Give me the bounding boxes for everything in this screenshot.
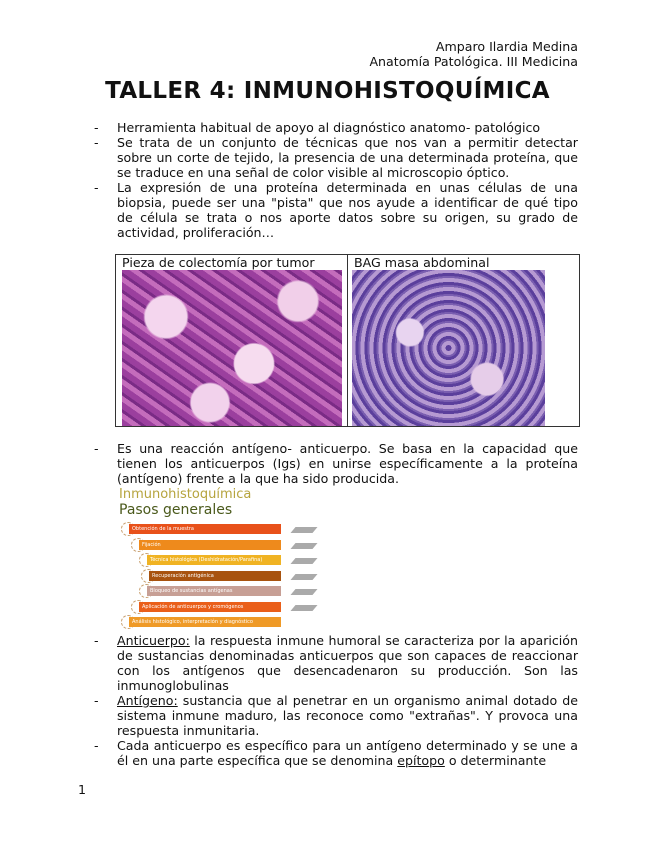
step-bar: Técnica histológica (Deshidratación/Para… — [147, 555, 281, 565]
slide-illustration — [290, 604, 318, 611]
step-bar: Recuperación antigénica — [149, 570, 281, 581]
table-cell-right: BAG masa abdominal — [348, 255, 579, 426]
term-epitope: epítopo — [397, 753, 445, 768]
reaction-list: Es una reacción antígeno- anticuerpo. Se… — [90, 441, 578, 486]
image-table: Pieza de colectomía por tumor BAG masa a… — [115, 254, 580, 427]
slide-illustration — [290, 589, 318, 595]
epitope-text: Cada anticuerpo es específico para un an… — [117, 738, 578, 768]
epitope-text-end: o determinante — [444, 753, 547, 768]
definition-antibody: la respuesta inmune humoral se caracteri… — [117, 633, 578, 693]
table-cell-left: Pieza de colectomía por tumor — [116, 255, 348, 426]
step-bar: Análisis histológico, interpretación y d… — [129, 617, 281, 627]
slide-illustration — [290, 542, 318, 549]
step-bar: Fijación — [139, 539, 281, 550]
slide-illustration — [290, 558, 318, 564]
slide-illustration — [290, 527, 318, 533]
definitions-list: Anticuerpo: la respuesta inmune humoral … — [90, 633, 578, 768]
list-item: Se trata de un conjunto de técnicas que … — [90, 135, 578, 180]
intro-list: Herramienta habitual de apoyo al diagnós… — [90, 120, 578, 240]
list-item-antibody: Anticuerpo: la respuesta inmune humoral … — [90, 633, 578, 693]
histology-image-bag — [352, 270, 545, 426]
definition-antigen: sustancia que al penetrar en un organism… — [117, 693, 578, 738]
caption-colectomy: Pieza de colectomía por tumor — [122, 255, 315, 270]
list-item: Es una reacción antígeno- anticuerpo. Se… — [90, 441, 578, 486]
page-title: TALLER 4: INMUNOHISTOQUÍMICA — [105, 78, 550, 104]
list-item: Herramienta habitual de apoyo al diagnós… — [90, 120, 578, 135]
diagram-subtitle: Pasos generales — [119, 502, 233, 518]
slide-illustration — [290, 573, 318, 580]
list-item-epitope: Cada anticuerpo es específico para un an… — [90, 738, 578, 768]
step-bar: Aplicación de anticuerpos y cromógenos — [139, 601, 281, 612]
list-item: La expresión de una proteína determinada… — [90, 180, 578, 240]
step-bar: Obtención de la muestra — [129, 524, 281, 534]
caption-bag: BAG masa abdominal — [354, 255, 490, 270]
term-antibody: Anticuerpo: — [117, 633, 190, 648]
term-antigen: Antígeno: — [117, 693, 178, 708]
ihc-steps-diagram: Inmunohistoquímica Pasos generales Obten… — [115, 487, 380, 629]
subject: Anatomía Patológica. III Medicina — [369, 54, 578, 69]
diagram-title: Inmunohistoquímica — [119, 487, 252, 502]
page-number: 1 — [78, 782, 87, 797]
step-bar: Bloqueo de sustancias antígenas — [147, 586, 281, 596]
list-item-antigen: Antígeno: sustancia que al penetrar en u… — [90, 693, 578, 738]
histology-image-colectomy — [122, 270, 342, 426]
author: Amparo Ilardia Medina — [435, 39, 578, 54]
